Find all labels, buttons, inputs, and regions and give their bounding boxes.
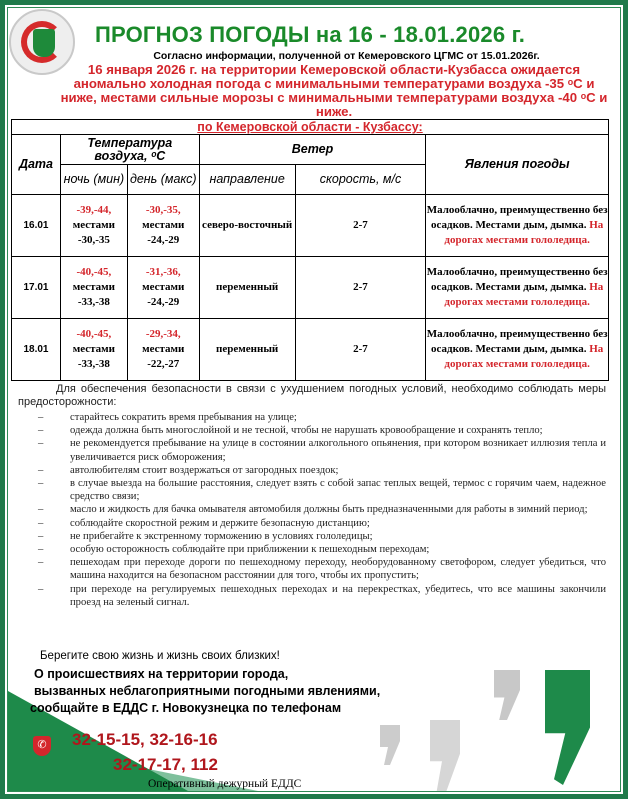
emergency-logo bbox=[9, 9, 75, 75]
direction-cell: переменный bbox=[198, 318, 296, 381]
weather-alert: 16 января 2026 г. на территории Кемеровс… bbox=[60, 62, 608, 119]
list-item: – одежда должна быть многослойной и не те… bbox=[38, 425, 543, 437]
contact-line: сообщайте в ЕДДС г. Новокузнецка по теле… bbox=[30, 701, 342, 715]
list-item: – масло и жидкость для бачка омывателя ав… bbox=[38, 504, 588, 516]
direction-cell: северо-восточный bbox=[198, 194, 296, 257]
signature: Оперативный дежурный ЕДДС bbox=[148, 778, 302, 790]
speed-cell: 2-7 bbox=[294, 256, 427, 319]
region-caption: по Кемеровской области - Кузбассу: bbox=[11, 119, 609, 135]
phenomena-cell: Малооблачно, преимущественно без осадков… bbox=[425, 318, 609, 381]
list-item: – особую осторожность соблюдайте при приб… bbox=[38, 544, 430, 556]
day-cell: -29,-34, местами -22,-27 bbox=[126, 318, 200, 381]
phone-icon: ✆ bbox=[33, 736, 51, 756]
decor-comma bbox=[494, 670, 520, 720]
decor-comma bbox=[380, 725, 400, 765]
col-speed: скорость, м/с bbox=[294, 164, 427, 195]
decor-comma bbox=[430, 720, 460, 791]
contact-line: О происшествиях на территории города, bbox=[34, 667, 289, 681]
speed-cell: 2-7 bbox=[294, 194, 427, 257]
day-cell: -31,-36, местами -24,-29 bbox=[126, 256, 200, 319]
list-item: – соблюдайте скоростной режим и держите б… bbox=[38, 517, 370, 529]
col-wind: Ветер bbox=[198, 134, 427, 165]
list-item: – старайтесь сократить время пребывания н… bbox=[38, 412, 297, 423]
date-cell: 18.01 bbox=[11, 318, 61, 381]
list-item: – не прибегайте к экстренному торможению … bbox=[38, 530, 373, 542]
col-day: день (макс) bbox=[126, 164, 200, 195]
phenomena-cell: Малооблачно, преимущественно без осадков… bbox=[425, 256, 609, 319]
contact-line: вызванных неблагоприятными погодными явл… bbox=[34, 684, 381, 698]
safety-section: Для обеспечения безопасности в связи с у… bbox=[18, 383, 606, 609]
contact-section: О происшествиях на территории города, вы… bbox=[8, 660, 620, 791]
table-row: 18.01 -40,-45, местами -33,-38 -29,-34, ме… bbox=[11, 318, 609, 381]
inner-frame bbox=[7, 7, 621, 792]
safety-intro: Для обеспечения безопасности в связи с у… bbox=[18, 383, 606, 408]
list-item: – пешеходам при переходе дороги по пешехо… bbox=[38, 557, 606, 582]
list-item: – автолюбителям стоит воздержаться от заг… bbox=[38, 464, 339, 476]
col-temp: Температура воздуха, ᵒС bbox=[59, 134, 200, 165]
source-note: Согласно информации, полученной от Кемер… bbox=[153, 50, 540, 62]
col-direction: направление bbox=[198, 164, 296, 195]
decor-green-comma bbox=[545, 670, 590, 785]
night-cell: -40,-45, местами -33,-38 bbox=[59, 256, 128, 319]
phone-numbers: 32-15-15, 32-16-16 bbox=[72, 730, 218, 749]
date-cell: 16.01 bbox=[11, 194, 61, 257]
table-row: 16.01 -39,-44, местами -30,-35 -30,-35, ме… bbox=[11, 194, 609, 257]
contact-text: О происшествиях на территории города, вы… bbox=[30, 666, 381, 717]
day-cell: -30,-35, местами -24,-29 bbox=[126, 194, 200, 257]
phone-numbers: 32-17-17, 112 bbox=[113, 755, 218, 774]
page-title: ПРОГНОЗ ПОГОДЫ на 16 - 18.01.2026 г. bbox=[95, 22, 526, 47]
direction-cell: переменный bbox=[198, 256, 296, 319]
night-cell: -40,-45, местами -33,-38 bbox=[59, 318, 128, 381]
col-phenomena: Явления погоды bbox=[425, 134, 609, 195]
forecast-table: по Кемеровской области - Кузбассу: Дата … bbox=[11, 119, 609, 381]
col-date: Дата bbox=[11, 134, 61, 195]
phenomena-cell: Малооблачно, преимущественно без осадков… bbox=[425, 194, 609, 257]
list-item: – в случае выезда на большие расстояния, … bbox=[38, 478, 606, 503]
closing-message: Берегите свою жизнь и жизнь своих близки… bbox=[40, 650, 280, 662]
night-cell: -39,-44, местами -30,-35 bbox=[59, 194, 128, 257]
safety-list: – старайтесь сократить время пребывания н… bbox=[18, 411, 606, 609]
table-row: 17.01 -40,-45, местами -33,-38 -31,-36, ме… bbox=[11, 256, 609, 319]
list-item: – при переходе на регулируемых пешеходных… bbox=[38, 583, 606, 608]
list-item: – не рекомендуется пребывание на улице в … bbox=[38, 438, 606, 463]
speed-cell: 2-7 bbox=[294, 318, 427, 381]
date-cell: 17.01 bbox=[11, 256, 61, 319]
col-night: ночь (мин) bbox=[59, 164, 128, 195]
